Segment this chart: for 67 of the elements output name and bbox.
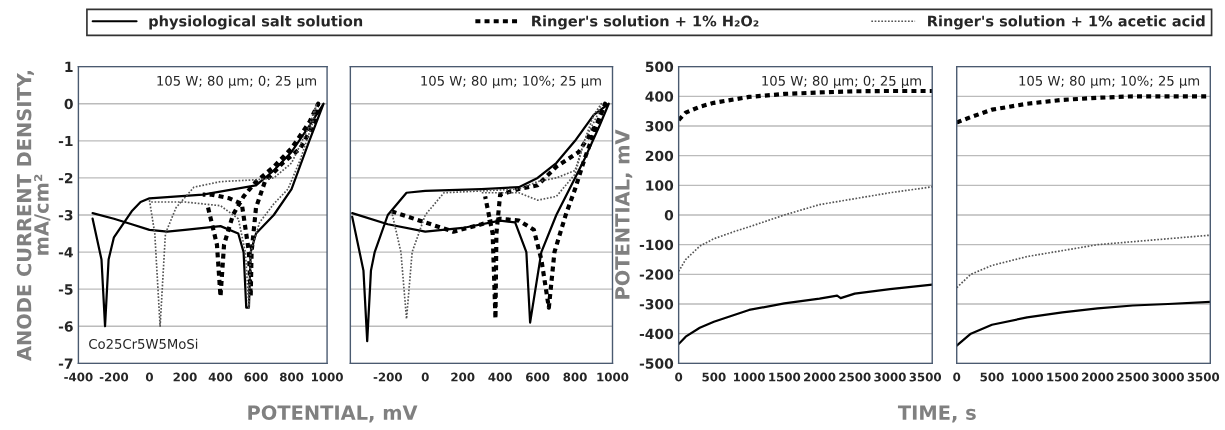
x-tick-label: 500 — [702, 372, 726, 382]
y-axis-title: POTENTIAL, mV — [615, 129, 633, 299]
y-tick-label: 300 — [645, 120, 674, 132]
legend-label: Ringer's solution + 1% acetic acid — [928, 15, 1205, 30]
x-tick-label: 400 — [488, 372, 512, 382]
line-series — [678, 185, 933, 273]
x-tick-label: 1000 — [733, 372, 765, 382]
y-tick-label: 0 — [64, 98, 73, 110]
y-tick-label: 0 — [664, 209, 674, 221]
x-tick-label: 800 — [563, 372, 587, 382]
x-tick-label: 0 — [675, 372, 683, 382]
x-tick-label: -200 — [373, 372, 403, 382]
line-series — [678, 88, 933, 123]
x-tick-label: 1500 — [1047, 372, 1079, 382]
x-tick-label: 0 — [421, 372, 429, 382]
x-tick-label: 400 — [208, 372, 233, 382]
y-tick-label: 500 — [645, 61, 674, 73]
y-tick-label: -3 — [58, 209, 73, 221]
y-tick-label: -6 — [58, 321, 73, 332]
y-axis-title: ANODE CURRENT DENSITY, mA/cm² — [16, 70, 51, 361]
y-tick-label: -400 — [639, 328, 674, 340]
x-tick-label: 2500 — [839, 372, 871, 382]
x-tick-label: 0 — [953, 372, 961, 382]
x-tick-label: 2500 — [1117, 372, 1149, 382]
x-axis-title: TIME, s — [897, 405, 976, 423]
line-series — [91, 102, 325, 328]
y-tick-label: -7 — [58, 358, 73, 369]
line-series — [148, 102, 318, 328]
x-tick-label: 600 — [526, 372, 550, 382]
y-tick-label: 200 — [645, 150, 674, 162]
x-tick-label: 1000 — [1012, 372, 1044, 382]
x-tick-label: 200 — [451, 372, 475, 382]
y-tick-label: -200 — [639, 269, 674, 280]
x-tick-label: 2000 — [804, 372, 836, 382]
annotation: Co25Cr5W5MoSi — [89, 338, 198, 349]
x-tick-label: 1000 — [597, 372, 629, 382]
y-tick-label: -500 — [639, 358, 674, 369]
x-tick-label: 3500 — [909, 372, 942, 382]
annotation: 105 W; 80 µm; 0; 25 µm — [157, 75, 317, 89]
annotation: 105 W; 80 µm; 10%; 25 µm — [421, 75, 601, 89]
x-tick-label: 3000 — [874, 372, 906, 382]
y-tick-label: -4 — [58, 247, 73, 258]
x-tick-label: 2000 — [1082, 372, 1114, 382]
x-tick-label: 1500 — [769, 372, 801, 382]
x-tick-label: 600 — [244, 372, 268, 382]
x-tick-label: 800 — [279, 372, 304, 382]
y-tick-label: -300 — [639, 298, 674, 310]
x-tick-label: 0 — [145, 372, 153, 382]
legend-label: physiological salt solution — [149, 15, 363, 30]
y-tick-label: -2 — [58, 172, 73, 184]
y-tick-label: 400 — [645, 91, 674, 102]
y-tick-label: -5 — [58, 284, 73, 295]
annotation: 105 W; 80 µm; 0; 25 µm — [762, 75, 921, 89]
x-tick-label: -200 — [99, 372, 129, 382]
x-axis-title: POTENTIAL, mV — [248, 405, 418, 423]
x-tick-label: 200 — [173, 372, 197, 382]
x-tick-label: 1000 — [311, 372, 343, 382]
annotation: 105 W; 80 µm; 10%; 25 µm — [1019, 75, 1200, 89]
y-tick-label: -100 — [639, 239, 674, 251]
x-tick-label: 3500 — [1187, 372, 1220, 382]
x-tick-label: 500 — [980, 372, 1004, 382]
y-tick-label: -1 — [58, 135, 73, 147]
y-tick-label: 1 — [65, 61, 73, 72]
x-tick-label: 3000 — [1152, 372, 1184, 382]
legend-label: Ringer's solution + 1% H₂O₂ — [532, 15, 759, 30]
y-tick-label: 100 — [646, 180, 674, 191]
line-series — [678, 283, 933, 346]
